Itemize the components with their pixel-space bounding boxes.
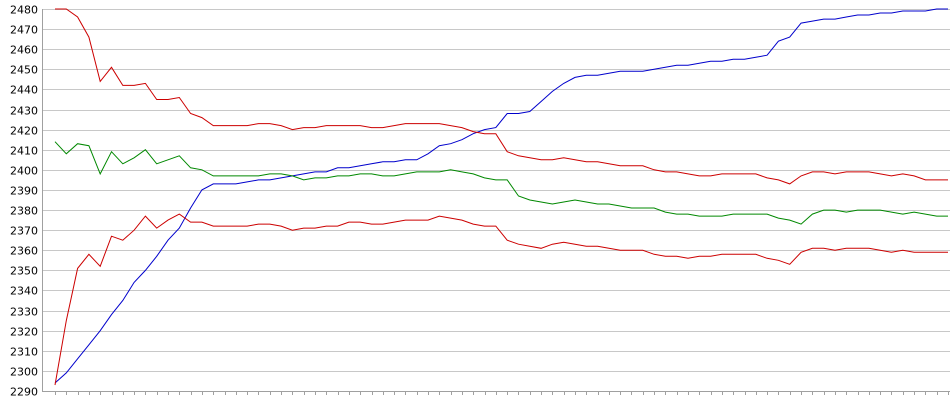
axes bbox=[42, 9, 950, 392]
series-line-2 bbox=[55, 8, 948, 185]
y-tick-label: 2380 bbox=[10, 205, 38, 218]
x-axis-ticks bbox=[55, 391, 949, 395]
y-tick-label: 2300 bbox=[10, 366, 38, 379]
y-tick-label: 2400 bbox=[10, 165, 38, 178]
y-tick-label: 2330 bbox=[10, 306, 38, 319]
y-tick-label: 2410 bbox=[10, 145, 38, 158]
y-tick-label: 2460 bbox=[10, 44, 38, 57]
series-lines bbox=[54, 8, 948, 386]
y-tick-label: 2350 bbox=[10, 265, 38, 278]
y-tick-label: 2390 bbox=[10, 185, 38, 198]
y-tick-label: 2430 bbox=[10, 105, 38, 118]
series-line-1 bbox=[54, 8, 948, 384]
y-tick-label: 2290 bbox=[10, 386, 38, 399]
y-tick-label: 2470 bbox=[10, 24, 38, 37]
y-tick-label: 2320 bbox=[10, 326, 38, 339]
y-tick-label: 2360 bbox=[10, 245, 38, 258]
y-tick-label: 2450 bbox=[10, 64, 38, 77]
y-tick-label: 2370 bbox=[10, 225, 38, 238]
y-tick-label: 2480 bbox=[10, 4, 38, 17]
y-tick-label: 2340 bbox=[10, 285, 38, 298]
y-tick-label: 2440 bbox=[10, 84, 38, 97]
y-tick-label: 2420 bbox=[10, 125, 38, 138]
gridlines bbox=[43, 9, 950, 372]
series-line-3 bbox=[54, 141, 948, 225]
y-tick-label: 2310 bbox=[10, 346, 38, 359]
y-axis-tick-labels: 2290 2300 2310 2320 2330 2340 2350 2360 2370 2380… bbox=[10, 4, 38, 399]
series-line-4 bbox=[54, 213, 948, 386]
